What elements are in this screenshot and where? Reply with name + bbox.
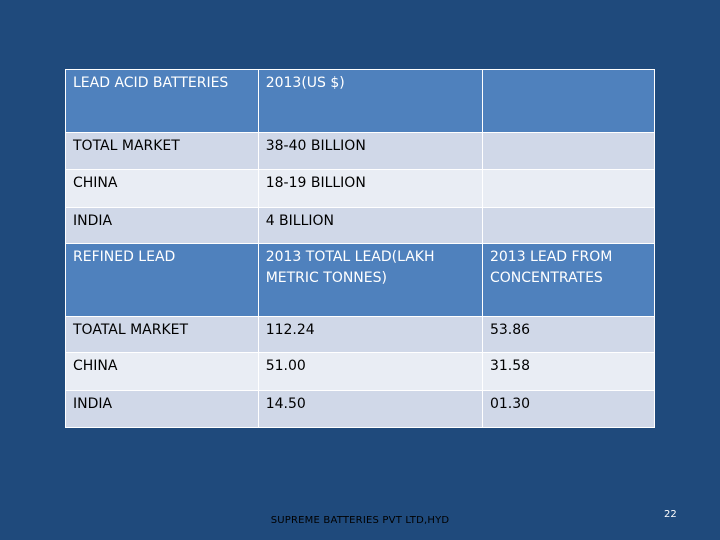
table-cell: 112.24 bbox=[257, 316, 483, 353]
table-cell: 4 BILLION bbox=[257, 207, 483, 244]
table-cell: 38-40 BILLION bbox=[257, 132, 483, 170]
table-cell: 2013 TOTAL LEAD(LAKH METRIC TONNES) bbox=[257, 243, 483, 317]
table-cell: INDIA bbox=[65, 390, 259, 428]
table-cell: 2013 LEAD FROM CONCENTRATES bbox=[481, 243, 656, 317]
table-row: INDIA 4 BILLION bbox=[65, 207, 656, 244]
table-cell bbox=[481, 207, 656, 244]
table-cell bbox=[481, 169, 656, 208]
table-row: TOATAL MARKET 112.24 53.86 bbox=[65, 316, 656, 353]
table-cell: CHINA bbox=[65, 352, 259, 391]
table-cell: 51.00 bbox=[257, 352, 483, 391]
table-cell: 53.86 bbox=[481, 316, 656, 353]
footer-company-name: SUPREME BATTERIES PVT LTD,HYD bbox=[270, 515, 450, 526]
table-cell: 2013(US $) bbox=[257, 69, 483, 133]
table-cell: 18-19 BILLION bbox=[257, 169, 483, 208]
table-cell: LEAD ACID BATTERIES bbox=[65, 69, 259, 133]
page-number: 22 bbox=[664, 509, 677, 520]
table-cell: TOATAL MARKET bbox=[65, 316, 259, 353]
table-header-row: LEAD ACID BATTERIES 2013(US $) bbox=[65, 69, 656, 133]
table-cell: TOTAL MARKET bbox=[65, 132, 259, 170]
table-cell: CHINA bbox=[65, 169, 259, 208]
table-cell: INDIA bbox=[65, 207, 259, 244]
table-cell: 14.50 bbox=[257, 390, 483, 428]
table-row: TOTAL MARKET 38-40 BILLION bbox=[65, 132, 656, 170]
market-data-table: LEAD ACID BATTERIES 2013(US $) TOTAL MAR… bbox=[65, 69, 656, 428]
table-cell bbox=[481, 132, 656, 170]
table-subheader-row: REFINED LEAD 2013 TOTAL LEAD(LAKH METRIC… bbox=[65, 243, 656, 317]
table-row: INDIA 14.50 01.30 bbox=[65, 390, 656, 428]
table-cell: 31.58 bbox=[481, 352, 656, 391]
table-cell: 01.30 bbox=[481, 390, 656, 428]
table-cell: REFINED LEAD bbox=[65, 243, 259, 317]
table-row: CHINA 51.00 31.58 bbox=[65, 352, 656, 391]
table-cell bbox=[481, 69, 656, 133]
table-row: CHINA 18-19 BILLION bbox=[65, 169, 656, 208]
